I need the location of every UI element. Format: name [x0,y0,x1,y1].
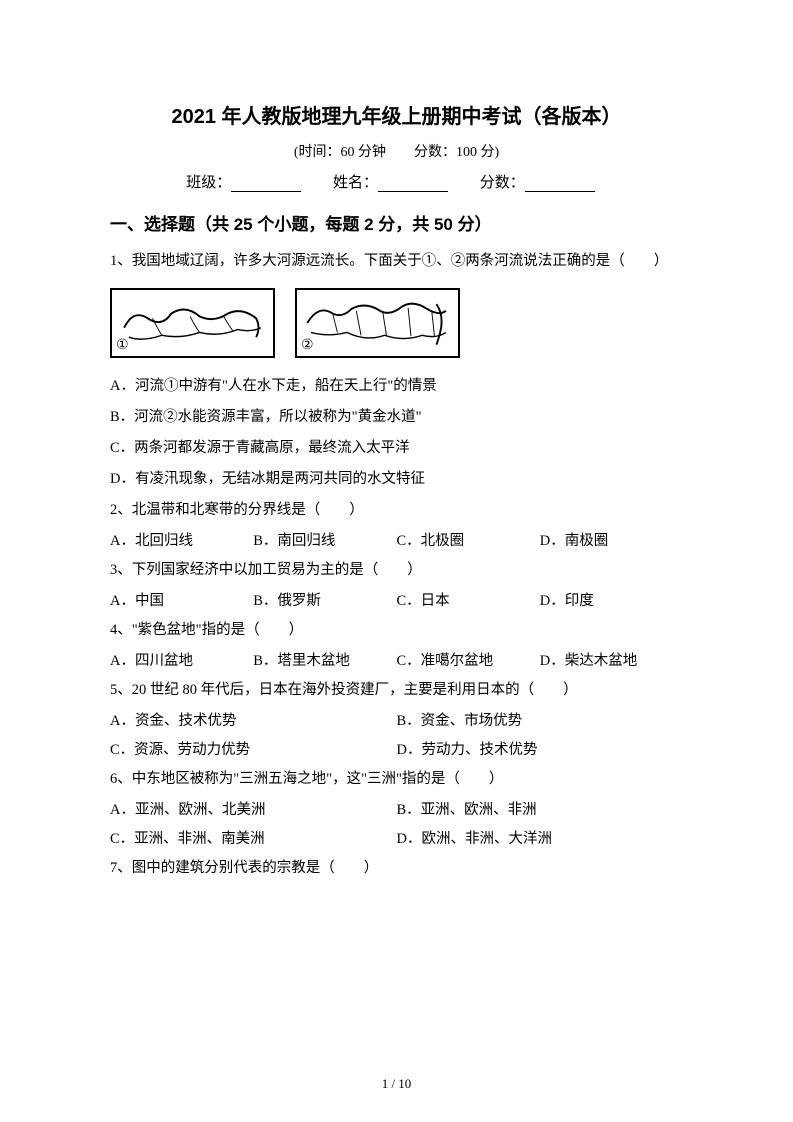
question-3-option-c: C．日本 [397,587,540,616]
question-1-option-a: A．河流①中游有"人在水下走，船在天上行"的情景 [110,372,683,401]
question-5-stem: 5、20 世纪 80 年代后，日本在海外投资建厂，主要是利用日本的（ ） [110,676,683,705]
question-2-option-d: D．南极圈 [540,527,683,556]
map-2-box: ② [295,288,460,358]
student-info-line: 班级： 姓名： 分数： [110,171,683,192]
question-4-options: A．四川盆地 B．塔里木盆地 C．准噶尔盆地 D．柴达木盆地 [110,647,683,676]
question-3-option-a: A．中国 [110,587,253,616]
name-label: 姓名： [333,175,378,191]
class-label: 班级： [186,175,231,191]
question-3-stem: 3、下列国家经济中以加工贸易为主的是（ ） [110,556,683,585]
question-1-option-c: C．两条河都发源于青藏高原，最终流入太平洋 [110,434,683,463]
question-3-option-d: D．印度 [540,587,683,616]
question-1-option-b: B．河流②水能资源丰富，所以被称为"黄金水道" [110,403,683,432]
question-1-option-d: D．有凌汛现象，无结冰期是两河共同的水文特征 [110,465,683,494]
map-1-box: ① [110,288,275,358]
map-2-svg [297,290,458,356]
question-6-option-a: A．亚洲、欧洲、北美洲 [110,796,397,825]
question-6-options-row1: A．亚洲、欧洲、北美洲 B．亚洲、欧洲、非洲 [110,796,683,825]
question-4-option-a: A．四川盆地 [110,647,253,676]
question-2-options: A．北回归线 B．南回归线 C．北极圈 D．南极圈 [110,527,683,556]
question-5-options-row2: C．资源、劳动力优势 D．劳动力、技术优势 [110,736,683,765]
question-5-option-d: D．劳动力、技术优势 [397,736,684,765]
class-blank[interactable] [231,176,301,192]
question-2-stem: 2、北温带和北寒带的分界线是（ ） [110,496,683,525]
question-6-stem: 6、中东地区被称为"三洲五海之地"，这"三洲"指的是（ ） [110,765,683,794]
exam-subtitle: (时间：60 分钟 分数：100 分) [110,141,683,161]
question-4-option-b: B．塔里木盆地 [253,647,396,676]
question-6-option-c: C．亚洲、非洲、南美洲 [110,825,397,854]
question-6-options-row2: C．亚洲、非洲、南美洲 D．欧洲、非洲、大洋洲 [110,825,683,854]
question-5-option-a: A．资金、技术优势 [110,707,397,736]
exam-title: 2021 年人教版地理九年级上册期中考试（各版本） [110,100,683,129]
name-blank[interactable] [378,176,448,192]
question-4-stem: 4、"紫色盆地"指的是（ ） [110,616,683,645]
question-5-options-row1: A．资金、技术优势 B．资金、市场优势 [110,707,683,736]
question-6-option-d: D．欧洲、非洲、大洋洲 [397,825,684,854]
question-1-maps: ① ② [110,288,683,358]
page-number: 1 / 10 [0,1076,793,1092]
question-4-option-d: D．柴达木盆地 [540,647,683,676]
section-1-header: 一、选择题（共 25 个小题，每题 2 分，共 50 分） [110,210,683,235]
map-1-label: ① [116,337,129,354]
question-2-option-a: A．北回归线 [110,527,253,556]
question-2-option-b: B．南回归线 [253,527,396,556]
score-blank[interactable] [525,176,595,192]
question-3-options: A．中国 B．俄罗斯 C．日本 D．印度 [110,587,683,616]
question-5-option-b: B．资金、市场优势 [397,707,684,736]
question-3-option-b: B．俄罗斯 [253,587,396,616]
question-7-stem: 7、图中的建筑分别代表的宗教是（ ） [110,854,683,883]
question-4-option-c: C．准噶尔盆地 [397,647,540,676]
question-6-option-b: B．亚洲、欧洲、非洲 [397,796,684,825]
question-5-option-c: C．资源、劳动力优势 [110,736,397,765]
question-2-option-c: C．北极圈 [397,527,540,556]
map-1-svg [112,290,273,356]
score-label: 分数： [480,175,525,191]
question-1-stem: 1、我国地域辽阔，许多大河源远流长。下面关于①、②两条河流说法正确的是（ ） [110,247,683,276]
map-2-label: ② [301,337,314,354]
